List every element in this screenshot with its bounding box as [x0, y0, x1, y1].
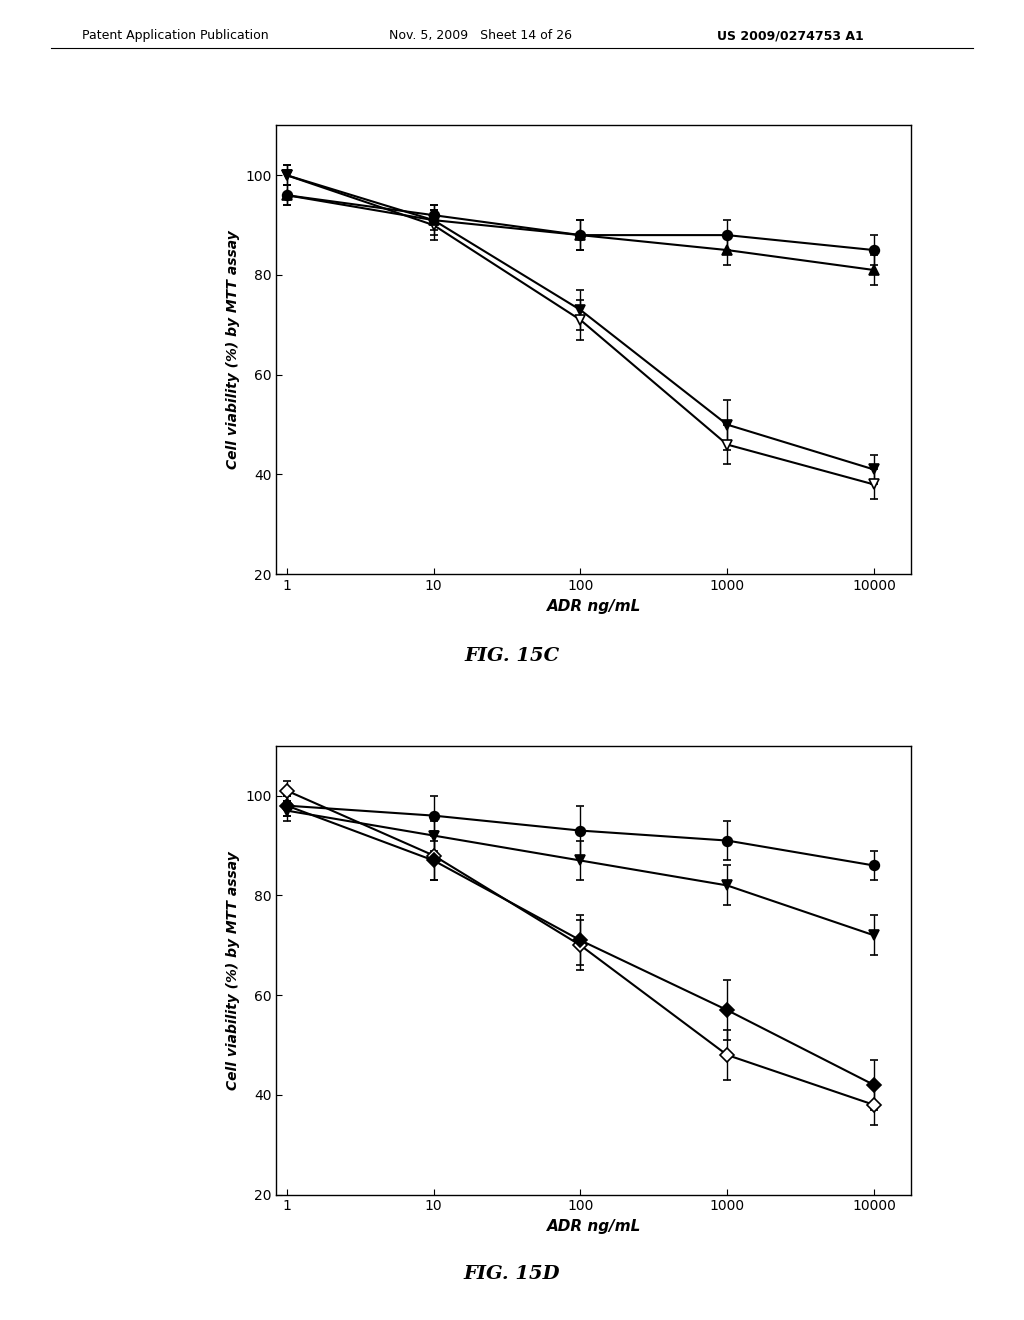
Y-axis label: Cell viability (%) by MTT assay: Cell viability (%) by MTT assay: [225, 231, 240, 469]
X-axis label: ADR ng/mL: ADR ng/mL: [547, 1218, 641, 1234]
Text: FIG. 15D: FIG. 15D: [464, 1265, 560, 1283]
Text: Nov. 5, 2009   Sheet 14 of 26: Nov. 5, 2009 Sheet 14 of 26: [389, 29, 572, 42]
Text: FIG. 15C: FIG. 15C: [465, 647, 559, 665]
Text: US 2009/0274753 A1: US 2009/0274753 A1: [717, 29, 863, 42]
Y-axis label: Cell viability (%) by MTT assay: Cell viability (%) by MTT assay: [225, 851, 240, 1089]
X-axis label: ADR ng/mL: ADR ng/mL: [547, 598, 641, 614]
Text: Patent Application Publication: Patent Application Publication: [82, 29, 268, 42]
